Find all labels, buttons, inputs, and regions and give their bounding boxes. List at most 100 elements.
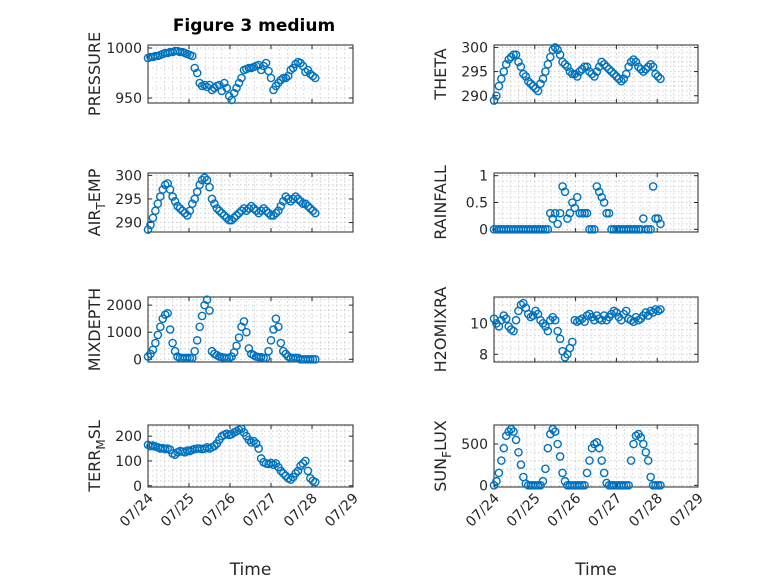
data-point <box>183 353 192 363</box>
y-axis-label-main: THETA <box>431 48 450 100</box>
y-axis-label-subscript: M <box>94 439 108 449</box>
x-tick-label: 07/29 <box>322 491 362 531</box>
data-point <box>516 460 526 469</box>
y-axis-label-subscript: T <box>94 202 108 211</box>
data-point <box>200 80 209 90</box>
data-point <box>251 439 261 448</box>
data-point <box>550 43 560 52</box>
data-point <box>550 315 560 325</box>
x-tick-label: 07/25 <box>504 491 544 531</box>
data-point <box>634 62 643 72</box>
data-point <box>190 346 200 356</box>
subplot-terr_msl: 0 100 200 TERRMSL 07/24 07/25 07/26 07/27 07/28 0… <box>85 420 362 580</box>
data-point <box>269 211 278 220</box>
data-point <box>563 62 572 72</box>
data-point <box>607 67 616 76</box>
data-point <box>210 199 219 208</box>
data-point <box>577 208 587 218</box>
data-point <box>242 206 251 216</box>
data-point <box>163 308 172 318</box>
data-point <box>232 211 241 220</box>
data-point <box>624 481 633 490</box>
data-point <box>288 194 298 204</box>
y-tick-label: 1000 <box>106 325 142 341</box>
data-point <box>541 67 550 76</box>
data-point <box>641 64 651 74</box>
data-point <box>244 344 254 353</box>
data-point <box>175 204 185 213</box>
data-point <box>301 67 310 77</box>
x-tick-label: 07/28 <box>281 491 321 531</box>
data-point <box>629 439 638 449</box>
data-point <box>599 198 609 207</box>
chart-title: Figure 3 medium <box>173 16 335 36</box>
data-point <box>509 50 518 59</box>
data-point <box>543 326 553 336</box>
data-point <box>511 435 521 445</box>
data-point <box>308 71 318 81</box>
data-point <box>237 206 246 216</box>
data-point <box>587 225 597 234</box>
data-point <box>301 199 310 208</box>
data-point <box>210 441 219 451</box>
data-point <box>639 67 648 76</box>
axes-box <box>147 44 354 104</box>
data-point <box>504 55 513 64</box>
data-point <box>222 83 232 93</box>
data-point <box>155 322 165 332</box>
data-point <box>266 211 276 220</box>
data-point <box>528 81 538 91</box>
data-point <box>306 354 315 364</box>
data-point <box>261 58 271 68</box>
data-point <box>222 353 232 363</box>
data-point <box>526 79 536 88</box>
data-point <box>543 225 553 234</box>
data-point <box>621 481 631 490</box>
data-point <box>602 208 611 218</box>
data-point <box>580 62 589 72</box>
data-point <box>553 45 562 55</box>
data-point <box>237 73 246 83</box>
data-point <box>575 481 584 490</box>
data-point <box>580 481 589 490</box>
data-point <box>165 325 175 334</box>
data-point <box>234 333 244 342</box>
data-point <box>582 62 592 72</box>
data-point <box>170 197 180 206</box>
data-point <box>548 214 558 223</box>
data-point <box>224 215 234 225</box>
data-point <box>511 50 521 59</box>
data-point <box>143 352 153 361</box>
data-point <box>538 225 548 234</box>
data-point <box>249 436 259 446</box>
y-axis-label-main: MIXDEPTH <box>85 288 104 371</box>
data-point <box>254 444 264 453</box>
data-point <box>251 206 261 216</box>
data-point <box>298 459 308 468</box>
x-axis-label: Time <box>229 560 272 580</box>
data-point <box>629 317 638 327</box>
data-point <box>528 311 538 320</box>
data-point <box>612 72 621 81</box>
data-point <box>264 66 273 76</box>
data-point <box>651 214 660 223</box>
data-point <box>192 68 202 78</box>
data-point <box>153 330 163 340</box>
data-point <box>541 225 550 234</box>
y-axis-label-main: AIR <box>85 210 104 237</box>
y-axis-label-tail: LUX <box>431 420 450 451</box>
data-point <box>580 208 589 218</box>
y-axis-label-main: H2OMIXRA <box>431 287 450 373</box>
data-point <box>200 300 209 310</box>
data-point <box>656 74 665 84</box>
subplot-rainfall: 0 0.5 1 RAINFALL <box>431 165 699 240</box>
y-axis-label: PRESSURE <box>85 32 104 116</box>
y-tick-label: 290 <box>115 216 142 232</box>
y-axis-label: RAINFALL <box>431 165 450 240</box>
data-point <box>293 194 303 204</box>
data-point <box>242 327 251 337</box>
data-point <box>229 88 239 98</box>
y-tick-label: 950 <box>115 91 142 107</box>
